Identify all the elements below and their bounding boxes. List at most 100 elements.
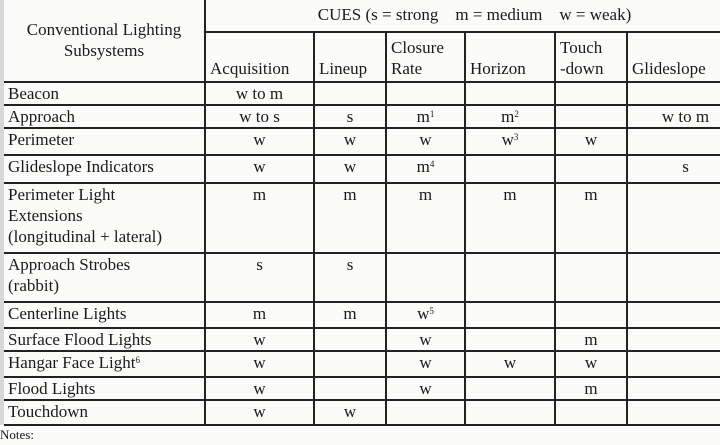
cue-cell — [554, 301, 628, 329]
table-row: Surface Flood Lights w w m — [4, 327, 720, 352]
row-label: Approach Strobes (rabbit) — [4, 252, 206, 303]
cue-cell: m — [313, 301, 387, 329]
footnote-marker: 3 — [513, 132, 519, 142]
table-row: Touchdown w w — [4, 399, 720, 426]
cue-cell — [625, 301, 720, 329]
cue-cell: m4 — [385, 154, 466, 184]
cue-cell: w to m — [625, 104, 720, 129]
cues-title: CUES (s = strong m = medium w = weak) — [203, 0, 720, 33]
cue-value: w — [253, 379, 266, 398]
cue-value: w — [253, 353, 266, 372]
cue-value: s — [346, 107, 354, 126]
cue-value: w — [253, 330, 266, 349]
cue-cell — [554, 399, 628, 426]
cue-value: w — [419, 353, 432, 372]
column-header-line: Closure — [391, 38, 444, 57]
cue-cell: m — [204, 182, 315, 254]
table-row: Perimeter Light Extensions (longitudinal +… — [4, 182, 720, 254]
cue-cell — [554, 154, 628, 184]
cue-cell: w — [385, 350, 466, 378]
cue-cell — [313, 327, 387, 352]
cue-value: m — [418, 185, 433, 204]
cue-cell: w — [313, 399, 387, 426]
column-header: Touch -down — [554, 31, 628, 83]
cue-cell — [625, 399, 720, 426]
row-label: Glideslope Indicators — [4, 154, 206, 184]
row-label: Approach — [4, 104, 206, 129]
column-header: Lineup — [313, 31, 387, 83]
row-header-line: Conventional Lighting — [26, 19, 182, 39]
cue-cell: w — [204, 350, 315, 378]
cue-value: m — [501, 107, 515, 126]
cue-value: w — [253, 130, 266, 149]
cue-cell — [625, 252, 720, 303]
cue-value: w — [417, 304, 430, 323]
row-label: Centerline Lights — [4, 301, 206, 329]
row-label-line: Centerline Lights — [8, 304, 127, 323]
table-row: Perimeter w w w w3 w — [4, 127, 720, 156]
footnote-marker: 6 — [135, 355, 140, 365]
cue-cell — [313, 376, 387, 401]
footnote-marker: 1 — [429, 109, 435, 119]
cue-cell: w — [313, 127, 387, 156]
cue-value: w — [253, 402, 266, 421]
row-label-line: Flood Lights — [8, 379, 96, 398]
cue-value: s — [256, 255, 263, 274]
cue-cell: w — [385, 127, 466, 156]
cue-value: w — [343, 157, 357, 176]
cue-cell — [464, 376, 556, 401]
cue-value: m — [252, 304, 267, 323]
cue-value: m — [584, 185, 598, 204]
cue-cell: m — [554, 182, 628, 254]
cue-cell — [625, 127, 720, 156]
column-header-line: Horizon — [470, 59, 526, 78]
cue-value: s — [682, 157, 689, 176]
column-header-line: Touch — [560, 38, 603, 57]
row-label-line: Perimeter — [8, 130, 75, 149]
cue-value: w — [343, 402, 357, 421]
cue-value: w — [501, 130, 514, 149]
cue-value: m — [252, 185, 267, 204]
row-label-line: Touchdown — [8, 402, 89, 421]
cue-value: w — [419, 330, 432, 349]
lighting-cues-table: Conventional Lighting Subsystems CUES (s… — [4, 0, 720, 426]
cue-value: w — [419, 130, 432, 149]
table-row: Hangar Face Light6 w w w w — [4, 350, 720, 378]
cue-cell — [464, 81, 556, 106]
column-header: Closure Rate — [385, 31, 466, 83]
row-label: Surface Flood Lights — [4, 327, 206, 352]
cue-cell: m — [204, 301, 315, 329]
cue-cell — [554, 81, 628, 106]
cue-value: w to m — [235, 84, 284, 103]
cue-value: s — [346, 255, 354, 274]
column-header-line: -down — [560, 59, 604, 78]
cue-cell — [464, 399, 556, 426]
table-row: Centerline Lights m m w5 — [4, 301, 720, 329]
cue-cell: m — [464, 182, 556, 254]
cue-cell: m — [554, 376, 628, 401]
table-row: Beacon w to m — [4, 81, 720, 106]
cue-cell: w3 — [464, 127, 556, 156]
cue-cell: w — [313, 154, 387, 184]
cue-value: w — [343, 130, 357, 149]
cue-value: m — [584, 379, 598, 398]
cue-cell — [464, 154, 556, 184]
cue-cell — [464, 252, 556, 303]
column-header-line: Glideslope — [632, 59, 706, 78]
row-label-line: (longitudinal + lateral) — [8, 227, 163, 246]
cue-cell: w — [204, 376, 315, 401]
cue-value: m — [343, 304, 357, 323]
cue-value: w to m — [661, 107, 710, 126]
column-header: Acquisition — [204, 31, 315, 83]
cue-cell: w — [204, 399, 315, 426]
cue-value: m — [343, 185, 357, 204]
cue-value: w — [584, 130, 598, 149]
row-label-line: Approach Strobes — [8, 255, 131, 274]
cue-cell: w — [204, 327, 315, 352]
cue-cell: w to s — [204, 104, 315, 129]
cue-cell — [625, 182, 720, 254]
cue-value: m — [416, 157, 430, 176]
row-header-line: Subsystems — [63, 40, 145, 60]
row-label: Beacon — [4, 81, 206, 106]
cue-value: w — [584, 353, 598, 372]
